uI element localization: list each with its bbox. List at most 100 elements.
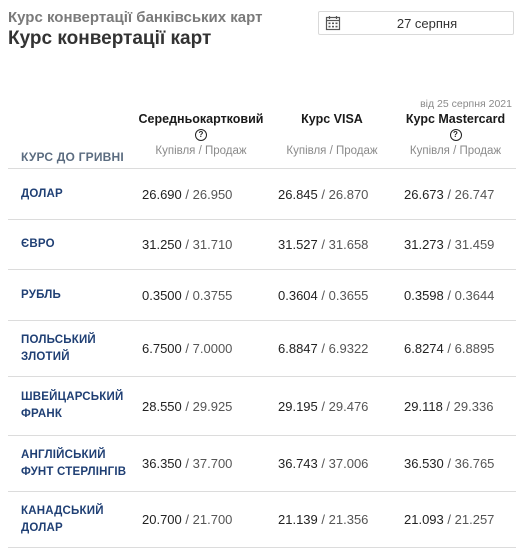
- buy-rate: 6.7500: [142, 341, 182, 356]
- buy-rate: 21.139: [278, 512, 318, 527]
- rate-separator: /: [185, 456, 190, 471]
- rate-separator: /: [446, 398, 451, 414]
- sell-rate: 29.336: [453, 398, 494, 414]
- rate-cell: 20.700 / 21.700: [133, 491, 269, 548]
- page-title: Курс конвертації карт: [8, 28, 212, 49]
- buy-rate: 36.530: [404, 456, 444, 471]
- rate-separator: /: [185, 512, 190, 527]
- rate-cell: 36.530 / 36.765: [395, 435, 516, 492]
- currency-name-line: ФРАНК: [21, 408, 63, 420]
- rate-cell: 6.8274 / 6.8895: [395, 320, 516, 377]
- column-name: Середньокартковий: [138, 112, 264, 126]
- rate-separator: /: [447, 237, 452, 252]
- rate-separator: /: [185, 398, 190, 414]
- rate-cell: 0.3604 / 0.3655: [269, 269, 395, 321]
- buy-rate: 26.690: [142, 186, 182, 202]
- table-row: ШВЕЙЦАРСЬКИЙ ФРАНК 28.550 / 29.925 29.195 /…: [8, 376, 516, 436]
- buy-rate: 20.700: [142, 512, 182, 527]
- rate-cell: 36.350 / 37.700: [133, 435, 269, 492]
- rate-cell: 21.093 / 21.257: [395, 491, 516, 548]
- buy-rate: 29.195: [278, 398, 318, 414]
- buy-rate: 29.118: [404, 398, 443, 414]
- currency-name-line: ЗЛОТИЙ: [21, 350, 70, 363]
- date-picker[interactable]: 27 серпня: [318, 11, 514, 35]
- rate-separator: /: [321, 398, 326, 414]
- buy-rate: 21.093: [404, 512, 444, 527]
- help-icon[interactable]: ?: [195, 129, 207, 141]
- rate-separator: /: [447, 456, 452, 471]
- rate-separator: /: [447, 287, 452, 303]
- rate-separator: /: [321, 341, 326, 356]
- rate-separator: /: [321, 186, 326, 202]
- calendar-icon[interactable]: [325, 15, 341, 31]
- column-note: від 25 серпня 2021: [420, 98, 512, 110]
- rate-separator: /: [185, 237, 190, 252]
- currency-name-line: ДОЛАР: [21, 187, 63, 200]
- conversion-table: КУРС ДО ГРИВНІ Середньокартковий? Купівля…: [8, 88, 516, 548]
- rate-cell: 6.7500 / 7.0000: [133, 320, 269, 377]
- sell-rate: 7.0000: [192, 341, 233, 356]
- currency-name-line: ДОЛАР: [21, 521, 63, 534]
- rate-separator: /: [185, 186, 190, 202]
- currency-name-line: АНГЛІЙСЬКИЙ: [21, 448, 106, 461]
- column-header-1: Курс VISA Купівля / Продаж: [269, 88, 395, 169]
- date-value: 27 серпня: [396, 15, 458, 31]
- column-note: [133, 97, 269, 111]
- currency-name-line: ПОЛЬСЬКИЙ: [21, 333, 96, 346]
- column-name: Курс Mastercard: [405, 112, 506, 126]
- rate-cell: 31.250 / 31.710: [133, 219, 269, 270]
- buy-rate: 6.8274: [404, 341, 444, 356]
- column-header-0: Середньокартковий? Купівля / Продаж: [133, 88, 269, 169]
- sell-rate: 26.747: [454, 186, 495, 202]
- rate-cell: 29.195 / 29.476: [269, 376, 395, 436]
- column-header-2: від 25 серпня 2021 Курс Mastercard? Купівл…: [395, 88, 516, 169]
- sell-rate: 21.356: [328, 512, 369, 527]
- help-icon[interactable]: ?: [449, 129, 462, 141]
- sell-rate: 31.710: [192, 237, 233, 252]
- sell-rate: 21.700: [192, 512, 233, 527]
- currency-name-line: РУБЛЬ: [21, 288, 61, 301]
- rate-separator: /: [447, 512, 452, 527]
- currency-name: КАНАДСЬКИЙ ДОЛАР: [8, 491, 133, 548]
- currency-name-line: КАНАДСЬКИЙ: [21, 504, 104, 517]
- rate-cell: 0.3598 / 0.3644: [395, 269, 516, 321]
- buy-rate: 31.527: [278, 237, 318, 252]
- rate-cell: 29.118 / 29.336: [395, 376, 516, 436]
- currency-name: ЄВРО: [8, 219, 133, 270]
- currency-name: АНГЛІЙСЬКИЙ ФУНТ СТЕРЛІНГІВ: [8, 435, 133, 492]
- rate-cell: 36.743 / 37.006: [269, 435, 395, 492]
- buy-rate: 26.845: [278, 186, 318, 202]
- buy-rate: 28.550: [142, 398, 182, 414]
- sell-rate: 0.3644: [454, 287, 495, 303]
- buy-rate: 26.673: [404, 186, 444, 202]
- rate-cell: 31.527 / 31.658: [269, 219, 395, 270]
- table-body: ДОЛАР 26.690 / 26.950 26.845 / 26.870 26.67…: [8, 168, 516, 548]
- currency-name-line: ЄВРО: [21, 238, 55, 250]
- column-subtitle: Купівля / Продаж: [409, 145, 502, 157]
- buy-rate: 36.350: [142, 456, 182, 471]
- sell-rate: 21.257: [454, 512, 495, 527]
- rate-separator: /: [185, 287, 190, 303]
- column-subtitle: Купівля / Продаж: [155, 145, 247, 157]
- rate-cell: 21.139 / 21.356: [269, 491, 395, 548]
- row-header-label: КУРС ДО ГРИВНІ: [8, 88, 133, 169]
- sell-rate: 26.950: [192, 186, 233, 202]
- currency-name: ПОЛЬСЬКИЙ ЗЛОТИЙ: [8, 320, 133, 377]
- table-header-row: КУРС ДО ГРИВНІ Середньокартковий? Купівля…: [8, 88, 516, 169]
- sell-rate: 29.476: [328, 398, 369, 414]
- sell-rate: 26.870: [328, 186, 369, 202]
- rate-cell: 31.273 / 31.459: [395, 219, 516, 270]
- sell-rate: 31.459: [454, 237, 495, 252]
- sell-rate: 29.925: [192, 398, 233, 414]
- currency-name: ДОЛАР: [8, 168, 133, 220]
- table-row: РУБЛЬ 0.3500 / 0.3755 0.3604 / 0.3655 0.359…: [8, 269, 516, 321]
- buy-rate: 0.3604: [278, 287, 318, 303]
- table-row: ПОЛЬСЬКИЙ ЗЛОТИЙ 6.7500 / 7.0000 6.8847 / 6…: [8, 320, 516, 377]
- currency-name: ШВЕЙЦАРСЬКИЙ ФРАНК: [8, 376, 133, 436]
- table-row: КАНАДСЬКИЙ ДОЛАР 20.700 / 21.700 21.139 / 2…: [8, 491, 516, 548]
- table-row: ЄВРО 31.250 / 31.710 31.527 / 31.658 31.273…: [8, 219, 516, 270]
- rate-cell: 26.845 / 26.870: [269, 168, 395, 220]
- rate-separator: /: [447, 341, 452, 356]
- rate-cell: 0.3500 / 0.3755: [133, 269, 269, 321]
- table-row: ДОЛАР 26.690 / 26.950 26.845 / 26.870 26.67…: [8, 168, 516, 220]
